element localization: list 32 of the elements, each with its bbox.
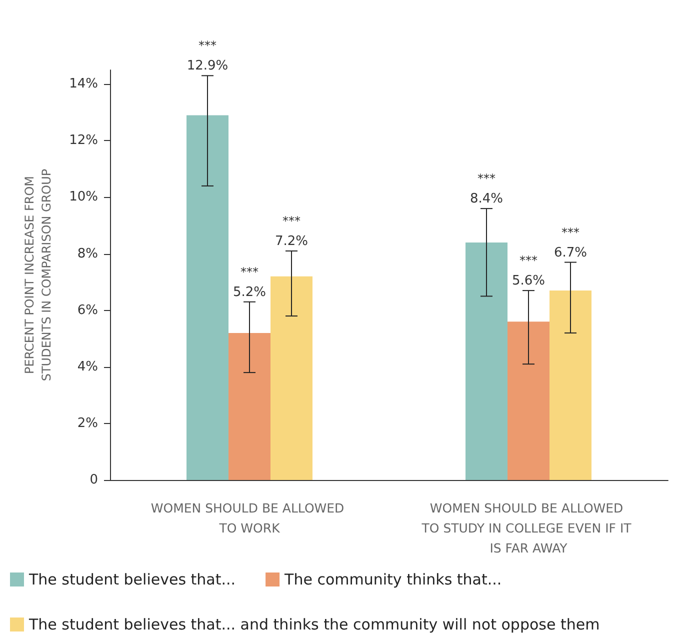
y-tick-label: 8% [77, 246, 98, 262]
data-label: 5.2% [232, 284, 266, 300]
data-label: 5.6% [512, 274, 546, 289]
bar [508, 322, 550, 480]
y-tick-label: 4% [77, 359, 98, 374]
bar [270, 276, 312, 480]
data-label: 12.9% [186, 58, 228, 74]
data-label: 8.4% [470, 192, 504, 207]
annotation: *** [240, 264, 258, 279]
bar [550, 290, 592, 480]
annotation: *** [478, 172, 496, 186]
text: *** [198, 38, 216, 53]
data-label: 6.7% [554, 245, 588, 260]
annotation: *** [562, 225, 580, 240]
legend-label: The student believes that... [28, 570, 236, 588]
y-tick-label: 12% [69, 133, 98, 148]
bar [186, 115, 228, 480]
y-axis-title: PERCENT POINT INCREASE FROM STUDENTS IN COMPARISON GROUP [22, 168, 54, 382]
y-tick-label: 2% [77, 416, 98, 431]
y-tick-label: 10% [69, 190, 98, 205]
annotation: *** [520, 254, 538, 268]
legend-label: The student believes that... and thinks the community will not oppose them [28, 616, 600, 634]
x-tick-label: WOMEN SHOULD BE ALLOWED TO WORK [150, 500, 348, 536]
annotation: *** [282, 214, 300, 228]
bar [466, 242, 508, 480]
y-tick-label: 0 [90, 472, 98, 488]
legend-label: The community thinks that... [284, 570, 502, 588]
bar [228, 332, 270, 480]
y-tick-label: 6% [77, 302, 98, 318]
y-tick-label: 14% [69, 76, 98, 92]
data-label: 7.2% [274, 234, 308, 249]
x-tick-label: WOMEN SHOULD BE ALLOWED TO STUDY IN COLLEGE EVEN IF IT IS FAR AWAY [420, 500, 636, 556]
